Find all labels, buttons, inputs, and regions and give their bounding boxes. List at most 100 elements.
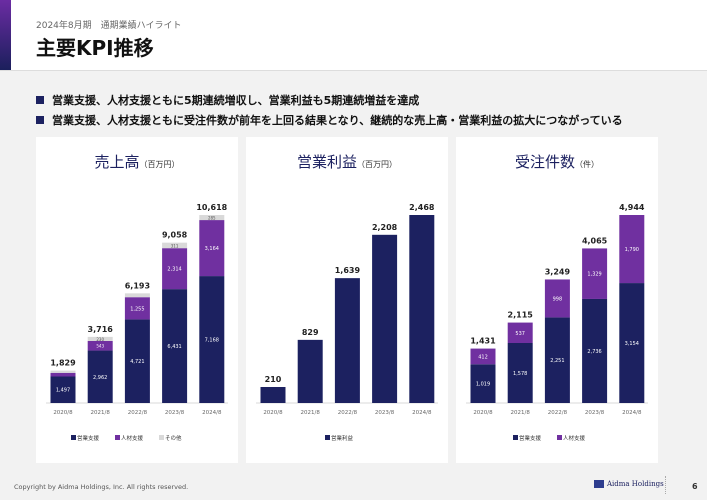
legend-swatch [325,435,330,440]
x-tick-label: 2021/8 [301,410,321,416]
chart-title: 受注件数（件） [514,153,599,171]
legend-label: 営業支援 [519,434,542,442]
x-tick-label: 2023/8 [375,410,395,416]
bar-data-label: 1,790 [625,247,639,253]
bar-data-label: 1,329 [587,272,601,278]
bar-segment [619,283,645,403]
bar-data-label: 2,736 [587,349,601,355]
copyright: Copyright by Aidma Holdings, Inc. All ri… [14,483,189,491]
bar-total-label: 4,944 [619,203,645,212]
bar-total-label: 9,058 [162,231,188,240]
legend-swatch [71,435,76,440]
bar-segment [199,220,225,277]
bar-total-label: 2,208 [372,223,398,232]
bar-segment [544,279,570,318]
bullet-list: 営業支援、人材支援ともに5期連続増収し、営業利益も5期連続増益を達成 営業支援、… [36,90,623,130]
bar-segment [87,350,113,403]
company-logo: Aidma Holdings [594,480,664,488]
bar-total-label: 1,639 [335,266,361,275]
bar-segment [470,364,496,403]
bar-total-label: 10,618 [196,203,227,212]
bar-data-label: 1,019 [476,382,490,388]
bar-data-label: 2,251 [550,358,564,364]
bar-data-label: 1,578 [513,371,527,377]
x-tick-label: 2021/8 [511,410,531,416]
bar-total-label: 4,065 [582,236,608,245]
legend-label: 営業支援 [77,434,100,442]
legend-swatch [513,435,518,440]
legend-swatch [159,435,164,440]
x-tick-label: 2023/8 [585,410,605,416]
chart-title: 営業利益（百万円） [296,153,397,171]
bar-total-label: 2,468 [409,203,435,212]
bar-segment [297,339,323,403]
bar-total-label: 1,829 [50,359,76,368]
bar-segment [260,387,286,403]
chart-panel-orders: 受注件数（件） 1,019 412 1,431 2020/8 1,578 537 2,115… [456,137,658,463]
bar-segment [409,215,435,403]
bar-data-label: 7,168 [205,338,219,344]
bar-segment [619,215,645,284]
bar-segment [50,370,76,373]
bar-segment [470,348,496,365]
bullet-text: 営業支援、人材支援ともに5期連続増収し、営業利益も5期連続増益を達成 [52,94,420,107]
bar-segment [507,322,533,343]
bar-data-label: 412 [478,354,488,360]
bar-segment [87,340,113,351]
bar-total-label: 210 [265,375,282,384]
bar-data-label: 4,721 [130,359,144,365]
chart-panel-operating-profit: 営業利益（百万円） 210 2020/8 829 2021/8 1,639 2022/8 2… [246,137,448,463]
bar-data-label: 2,314 [167,267,181,273]
bar-segment [162,248,188,290]
bar-data-label: 3,164 [205,246,219,252]
bar-data-label: 543 [96,344,104,349]
bar-total-label: 6,193 [125,281,150,290]
bar-segment [162,242,188,249]
bar-data-label: 1,497 [56,388,70,394]
x-tick-label: 2022/8 [338,410,358,416]
x-tick-label: 2022/8 [548,410,568,416]
sales-chart: 1,497 1,829 2020/8 2,962 543 230 3,716 2021/8 4,… [46,203,228,442]
bar-segment [372,234,398,403]
x-tick-label: 2024/8 [412,410,432,416]
bar-segment [507,342,533,403]
bar-segment [124,297,150,320]
x-tick-label: 2024/8 [622,410,642,416]
legend-label: 人材支援 [563,434,586,442]
bar-segment [582,298,608,403]
bar-data-label: 2,962 [93,375,107,381]
bar-data-label: 998 [553,296,563,302]
bar-data-label: 1,255 [130,306,144,312]
page-number: 6 [692,482,698,491]
bullet-item: 営業支援、人材支援ともに5期連続増収し、営業利益も5期連続増益を達成 [36,90,623,110]
legend-label: 人材支援 [121,434,144,442]
bar-segment [334,278,360,403]
bar-segment [87,336,113,341]
bar-data-label: 311 [171,243,179,248]
x-tick-label: 2024/8 [202,410,222,416]
x-tick-label: 2023/8 [165,410,185,416]
bar-segment [199,215,225,221]
page-subtitle: 2024年8月期 通期業績ハイライト [36,21,182,31]
bullet-text: 営業支援、人材支援ともに受注件数が前年を上回る結果となり、継続的な売上高・営業利… [52,114,623,127]
accent-bar [0,0,11,70]
logo-icon [594,480,604,488]
bar-total-label: 1,431 [470,337,496,346]
bar-total-label: 2,115 [508,311,534,320]
bar-segment [50,372,76,377]
bar-total-label: 3,249 [545,267,571,276]
operating-profit-chart: 210 2020/8 829 2021/8 1,639 2022/8 2,208 2023/8… [256,203,438,442]
bar-segment [544,317,570,403]
header: 2024年8月期 通期業績ハイライト 主要KPI推移 [0,0,707,71]
legend-swatch [115,435,120,440]
bar-data-label: 285 [208,216,216,221]
divider [665,476,666,494]
legend-swatch [557,435,562,440]
chart-panel-sales: 売上高（百万円） 1,497 1,829 2020/8 2,962 543 230 3,71… [36,137,238,463]
x-tick-label: 2020/8 [473,410,493,416]
page-title: 主要KPI推移 [36,36,154,60]
x-tick-label: 2021/8 [91,410,111,416]
bar-segment [124,319,150,403]
legend-label: その他 [165,434,182,442]
orders-chart: 1,019 412 1,431 2020/8 1,578 537 2,115 2021/8 2,… [466,203,648,442]
